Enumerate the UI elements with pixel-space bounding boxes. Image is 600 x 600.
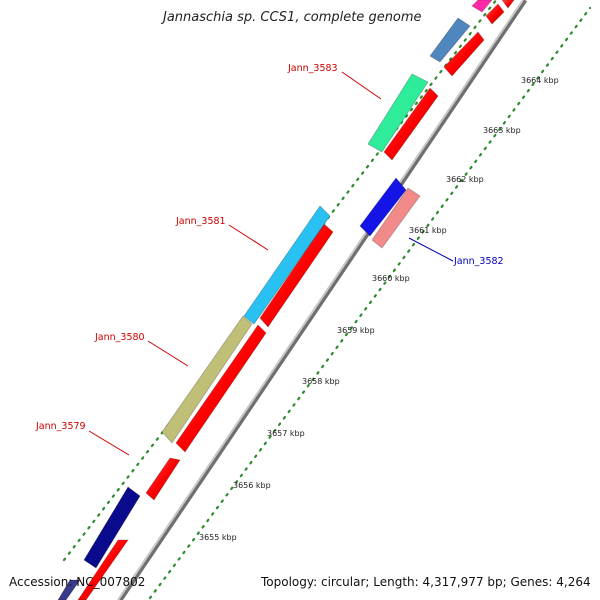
tick-label: 3663 kbp — [483, 126, 521, 135]
tick-label: 3662 kbp — [446, 175, 484, 184]
outer-guide-dotted-line — [62, 0, 498, 562]
tick-label: 3656 kbp — [233, 481, 271, 490]
tick-label: 3657 kbp — [267, 429, 305, 438]
gene-label[interactable]: Jann_3581 — [175, 216, 226, 227]
cds-arrow — [485, 3, 505, 25]
cds-arrow — [443, 31, 485, 77]
gene-leader-line — [228, 224, 269, 251]
gene-label[interactable]: Jann_3579 — [35, 421, 86, 432]
tick-label: 3661 kbp — [409, 226, 447, 235]
gene-leader-line — [341, 71, 382, 100]
genome-title: Jannaschia sp. CCS1, complete genome — [163, 10, 422, 25]
backbone-shadow — [117, 0, 528, 600]
tick-label: 3655 kbp — [199, 533, 237, 542]
gene-box-deep-sky-blue — [243, 205, 331, 325]
tick-label: 3664 kbp — [521, 76, 559, 85]
gene-box-dark-slate — [57, 579, 81, 600]
gene-box-khaki — [161, 315, 253, 444]
gene-box-blue-reverse — [359, 177, 407, 237]
cds-arrow — [145, 457, 181, 501]
gene-label[interactable]: Jann_3580 — [94, 332, 145, 343]
gene-leader-line — [408, 237, 454, 262]
gene-box-steel-blue — [429, 17, 471, 63]
gene-label[interactable]: Jann_3582 — [453, 256, 504, 267]
inner-guide-dotted-line — [148, 6, 592, 600]
gene-leader-line — [147, 340, 189, 367]
cds-arrow — [501, 0, 515, 9]
cds-arrow — [259, 223, 334, 328]
tick-label: 3660 kbp — [372, 274, 410, 283]
tick-label: 3658 kbp — [302, 377, 340, 386]
backbone-line — [117, 0, 524, 600]
cds-arrow — [175, 324, 267, 453]
gene-box-navy — [83, 486, 141, 569]
accession-label: Accession: NC_007802 — [9, 575, 146, 589]
topology-label: Topology: circular; Length: 4,317,977 bp… — [261, 575, 591, 589]
gene-box-salmon-reverse — [371, 187, 421, 249]
gene-leader-line — [88, 430, 130, 456]
cds-arrow — [383, 87, 439, 161]
gene-box-pink — [471, 0, 493, 13]
tick-label: 3659 kbp — [337, 326, 375, 335]
gene-box-spring-green — [367, 73, 429, 153]
cds-arrow — [77, 539, 129, 600]
gene-label[interactable]: Jann_3583 — [287, 63, 338, 74]
